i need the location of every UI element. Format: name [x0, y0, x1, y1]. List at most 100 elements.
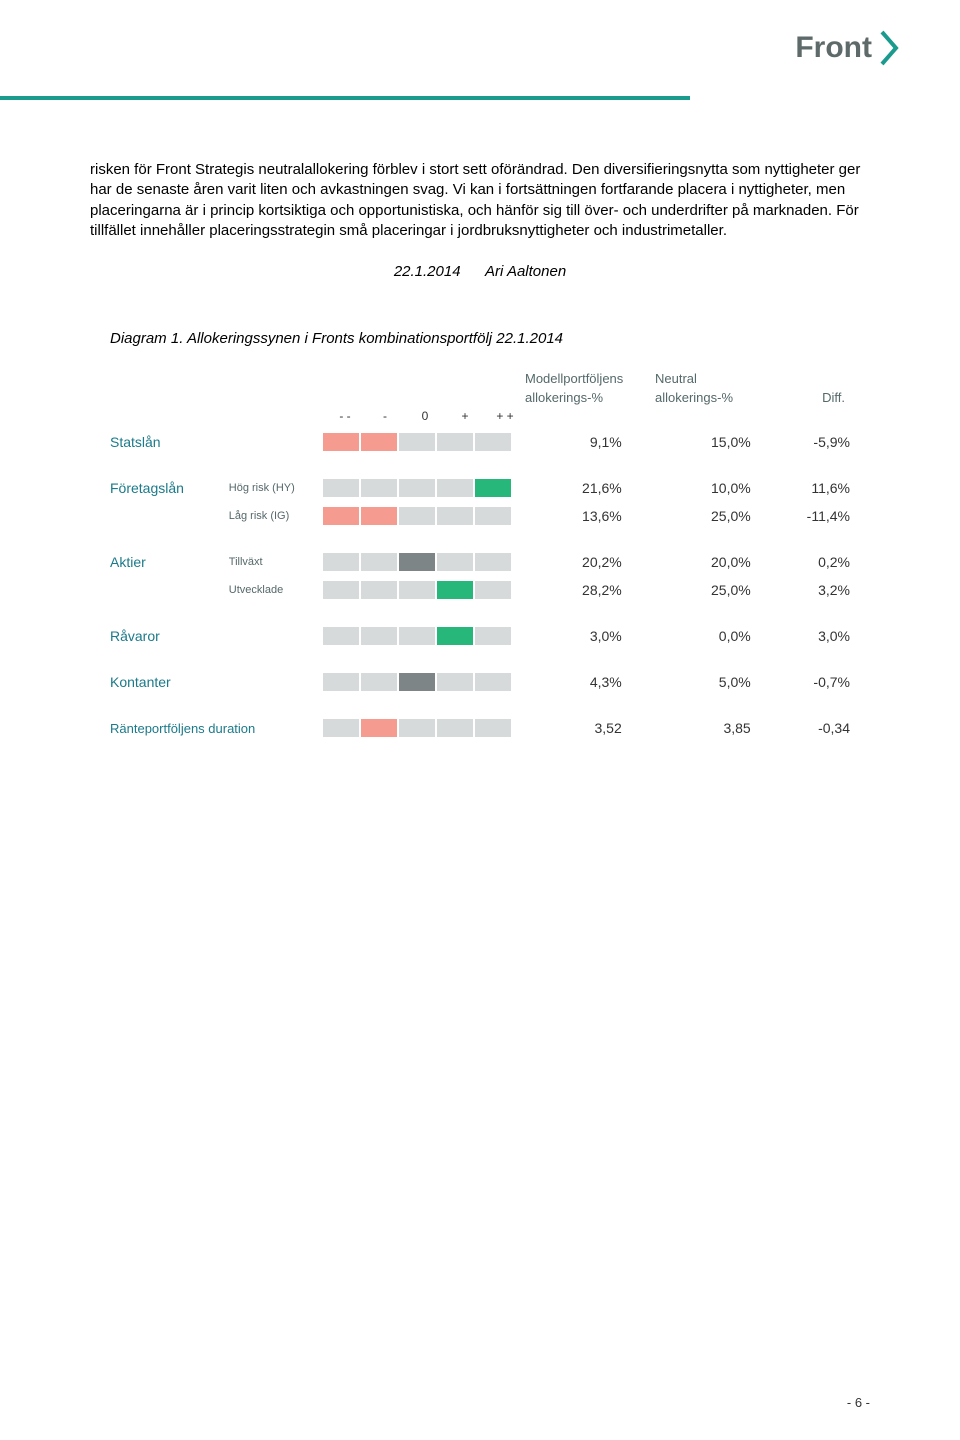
- table-row: Råvaror3,0%0,0%3,0%: [110, 623, 850, 649]
- table-row: Utvecklade28,2%25,0%3,2%: [110, 577, 850, 603]
- row-label: Råvaror: [110, 628, 229, 644]
- bar-cell: [361, 719, 397, 737]
- diff-value: 11,6%: [781, 480, 850, 496]
- neutral-value: 10,0%: [652, 480, 781, 496]
- bar-cell: [361, 581, 397, 599]
- neutral-value: 15,0%: [652, 434, 781, 450]
- bar-cell: [475, 581, 511, 599]
- content: risken för Front Strategis neutralalloke…: [90, 160, 870, 741]
- bar-cell: [437, 627, 473, 645]
- bar-cell: [475, 673, 511, 691]
- diff-value: -0,7%: [781, 674, 850, 690]
- diff-value: -11,4%: [781, 508, 850, 524]
- bar-cell: [361, 479, 397, 497]
- bar-cell: [437, 507, 473, 525]
- diff-value: 0,2%: [781, 554, 850, 570]
- allocation-bar: [323, 581, 523, 599]
- neutral-value: 25,0%: [652, 582, 781, 598]
- diff-value: -0,34: [781, 720, 850, 736]
- bar-cell: [437, 719, 473, 737]
- model-value: 21,6%: [523, 480, 652, 496]
- bar-cell: [475, 627, 511, 645]
- row-sublabel: Låg risk (IG): [229, 510, 323, 522]
- row-sublabel: Tillväxt: [229, 556, 323, 568]
- bar-cell: [475, 719, 511, 737]
- col2-header-a: Neutral: [655, 371, 785, 386]
- bar-cell: [437, 581, 473, 599]
- allocation-bar: [323, 507, 523, 525]
- bar-cell: [361, 433, 397, 451]
- model-value: 28,2%: [523, 582, 652, 598]
- tick-label: + +: [485, 409, 525, 423]
- table-row: Kontanter4,3%5,0%-0,7%: [110, 669, 850, 695]
- bar-cell: [399, 719, 435, 737]
- tick-row: - --0++ +: [110, 409, 850, 423]
- table-row: Låg risk (IG) 13,6%25,0%-11,4%: [110, 503, 850, 529]
- bar-cell: [475, 507, 511, 525]
- bar-cell: [361, 553, 397, 571]
- table-row: AktierTillväxt20,2%20,0%0,2%: [110, 549, 850, 575]
- diagram: Diagram 1. Allokeringssynen i Fronts kom…: [90, 330, 870, 741]
- column-headers-2: allokerings-% allokerings-% Diff.: [110, 390, 850, 405]
- row-label: Företagslån: [110, 480, 229, 496]
- brand-name: Front: [795, 31, 872, 65]
- model-value: 3,52: [523, 720, 652, 736]
- tick-label: -: [365, 409, 405, 423]
- row-label: Ränteportföljens duration: [110, 721, 323, 736]
- page-number: - 6 -: [847, 1395, 870, 1410]
- tick-label: 0: [405, 409, 445, 423]
- col1-header-b: allokerings-%: [525, 390, 655, 405]
- table-row: FöretagslånHög risk (HY) 21,6%10,0%11,6%: [110, 475, 850, 501]
- bar-cell: [361, 627, 397, 645]
- bar-cell: [323, 479, 359, 497]
- page-header: Front: [795, 30, 900, 66]
- bar-cell: [323, 507, 359, 525]
- body-text: risken för Front Strategis neutralalloke…: [90, 160, 870, 241]
- bar-cell: [323, 433, 359, 451]
- tick-label: - -: [325, 409, 365, 423]
- table-row: Ränteportföljens duration 3,523,85-0,34: [110, 715, 850, 741]
- bar-cell: [475, 553, 511, 571]
- row-sublabel: Utvecklade: [229, 584, 323, 596]
- bar-cell: [399, 581, 435, 599]
- bar-cell: [361, 507, 397, 525]
- diff-value: -5,9%: [781, 434, 850, 450]
- diff-value: 3,0%: [781, 628, 850, 644]
- allocation-bar: [323, 719, 523, 737]
- bar-cell: [437, 479, 473, 497]
- neutral-value: 20,0%: [652, 554, 781, 570]
- row-label: Kontanter: [110, 674, 229, 690]
- col3-header: Diff.: [785, 390, 845, 405]
- bar-cell: [323, 553, 359, 571]
- body-paragraph: risken för Front Strategis neutralalloke…: [90, 160, 870, 241]
- col2-header-b: allokerings-%: [655, 390, 785, 405]
- allocation-bar: [323, 479, 523, 497]
- bar-cell: [437, 673, 473, 691]
- neutral-value: 25,0%: [652, 508, 781, 524]
- bar-cell: [437, 553, 473, 571]
- allocation-bar: [323, 627, 523, 645]
- allocation-bar: [323, 553, 523, 571]
- bar-cell: [399, 553, 435, 571]
- bar-cell: [323, 719, 359, 737]
- model-value: 13,6%: [523, 508, 652, 524]
- neutral-value: 3,85: [652, 720, 781, 736]
- chevron-icon: [880, 30, 900, 66]
- model-value: 3,0%: [523, 628, 652, 644]
- bar-cell: [437, 433, 473, 451]
- col1-header-a: Modellportföljens: [525, 371, 655, 386]
- table-row: Statslån9,1%15,0%-5,9%: [110, 429, 850, 455]
- bar-cell: [323, 627, 359, 645]
- diagram-title: Diagram 1. Allokeringssynen i Fronts kom…: [110, 330, 850, 347]
- tick-label: +: [445, 409, 485, 423]
- model-value: 4,3%: [523, 674, 652, 690]
- bar-cell: [361, 673, 397, 691]
- date-author: 22.1.2014 Ari Aaltonen: [90, 263, 870, 280]
- column-headers-1: Modellportföljens Neutral: [110, 371, 850, 386]
- bar-cell: [399, 507, 435, 525]
- row-sublabel: Hög risk (HY): [229, 482, 323, 494]
- author: Ari Aaltonen: [485, 263, 566, 280]
- bar-cell: [323, 581, 359, 599]
- bar-cell: [475, 433, 511, 451]
- bar-cell: [399, 673, 435, 691]
